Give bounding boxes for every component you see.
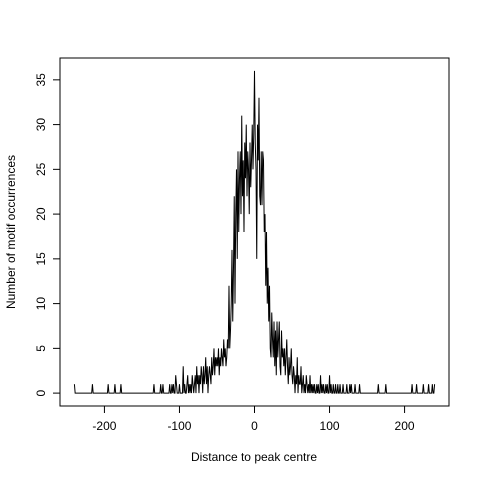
- x-tick-label: 0: [251, 419, 258, 433]
- x-tick-label: 200: [395, 419, 415, 433]
- x-tick-label: -200: [92, 419, 116, 433]
- y-tick-label: 30: [34, 118, 48, 132]
- y-tick-label: 10: [34, 297, 48, 311]
- x-tick-label: 100: [320, 419, 340, 433]
- y-tick-label: 5: [34, 345, 48, 352]
- y-axis-label: Number of motif occurrences: [4, 155, 18, 309]
- y-tick-label: 35: [34, 73, 48, 87]
- y-tick-label: 15: [34, 252, 48, 266]
- x-axis-label: Distance to peak centre: [191, 450, 317, 464]
- y-tick-label: 25: [34, 162, 48, 176]
- data-line: [73, 70, 436, 394]
- y-tick-label: 0: [34, 389, 48, 396]
- y-tick-label: 20: [34, 207, 48, 221]
- x-tick-label: -100: [167, 419, 191, 433]
